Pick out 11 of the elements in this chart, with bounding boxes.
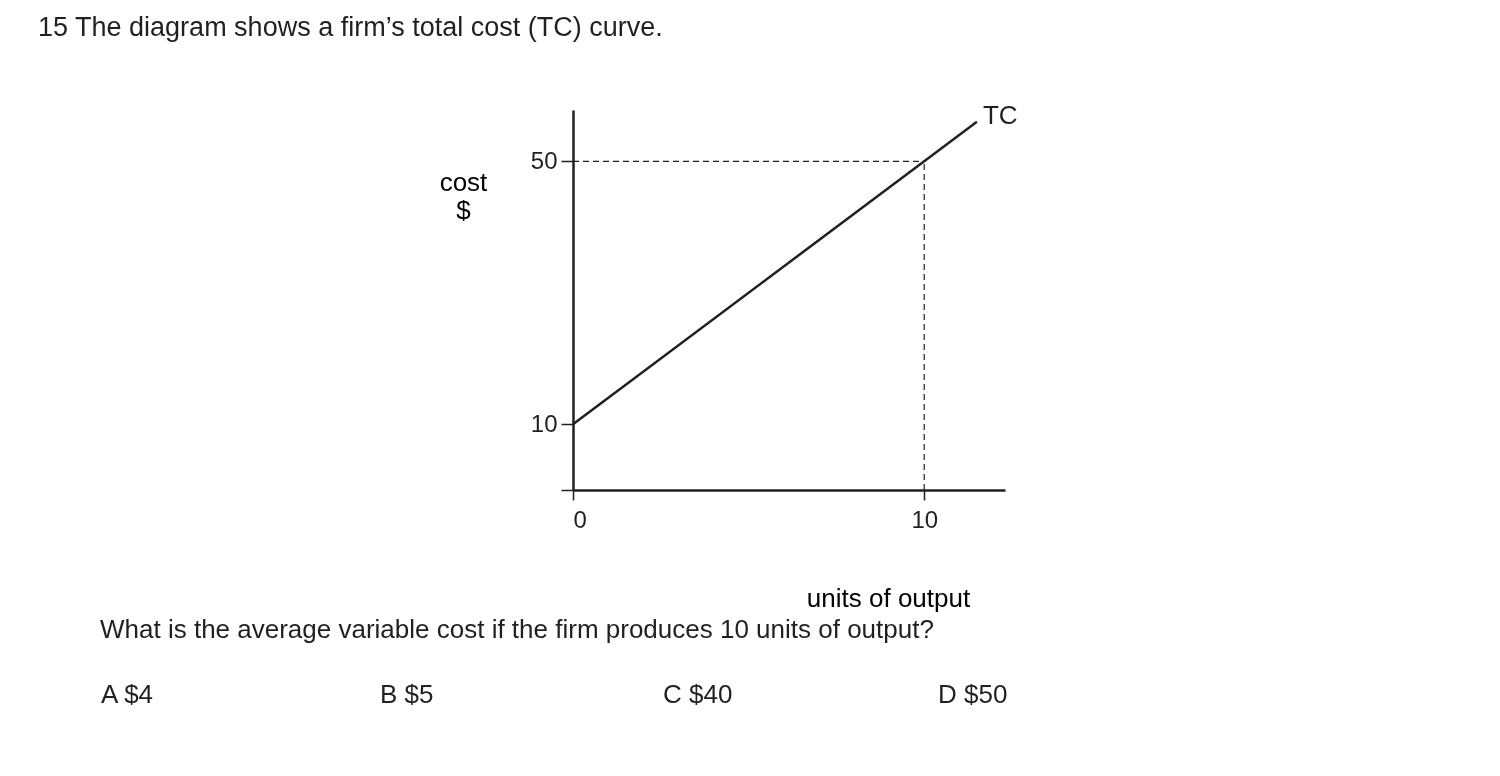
text: 15 The diagram shows a firm’s total cost (TC) curve. <box>38 12 663 42</box>
series-label: TC <box>982 99 1018 130</box>
text: What is the average variable cost if the firm produces 10 units of output? <box>100 614 934 644</box>
text: D $50 <box>938 679 1008 709</box>
text: C $40 <box>663 679 733 709</box>
y-tick-label: 50 <box>530 146 558 174</box>
y-axis-title: cost $ <box>439 166 489 225</box>
x-tick-label: 0 <box>573 505 587 533</box>
x-axis-title: units of output <box>806 582 971 613</box>
text: A $4 <box>101 679 154 709</box>
text: B $5 <box>380 679 434 709</box>
